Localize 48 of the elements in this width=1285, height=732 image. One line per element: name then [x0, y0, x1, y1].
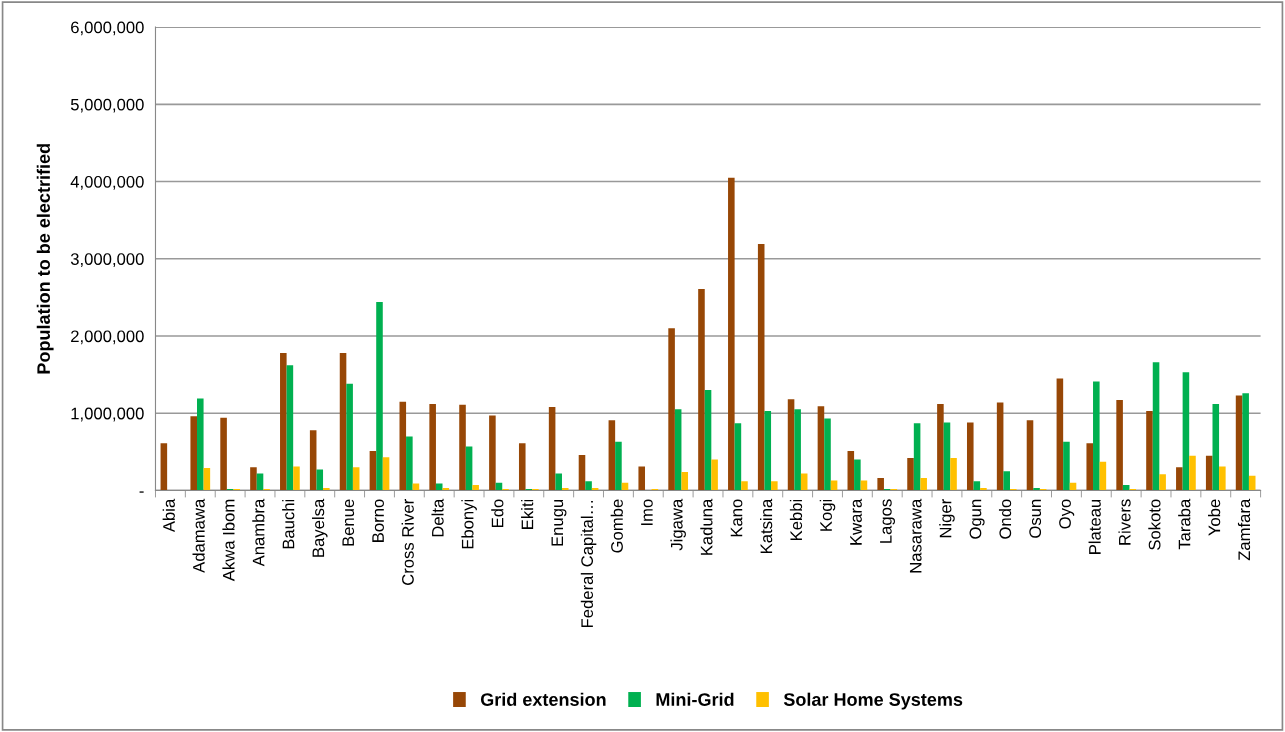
- x-tick-label: Akwa Ibom: [222, 499, 235, 582]
- x-tick-label: Niger: [939, 499, 955, 538]
- legend-label: Mini-Grid: [656, 692, 734, 706]
- x-tick-label: Ekiti: [521, 499, 534, 529]
- x-tick-label: Benue: [342, 499, 355, 546]
- x-tick-label: Oyo: [1059, 499, 1075, 529]
- y-tick-label: 2,000,000: [71, 330, 144, 345]
- y-tick-label: -: [139, 491, 144, 493]
- x-tick-label: Cross River: [401, 499, 414, 585]
- y-tick-label: 5,000,000: [70, 98, 144, 113]
- x-tick-label: Adamawa: [192, 498, 205, 573]
- x-tick-label: Enugu: [551, 499, 567, 546]
- x-tick-label: Jigawa: [670, 498, 686, 551]
- x-tick-label: Lagos: [880, 499, 896, 543]
- x-tick-label: Kwara: [850, 498, 862, 545]
- x-tick-label: Kebbi: [789, 499, 803, 541]
- y-tick-label: 3,000,000: [70, 253, 144, 267]
- x-tick-label: Plateau: [1088, 499, 1101, 554]
- x-tick-label: Federal Capital…: [580, 501, 597, 628]
- x-tick-label: Nasarawa: [909, 498, 922, 573]
- x-tick-label: Sokoto: [1148, 499, 1161, 550]
- legend-label: Solar Home Systems: [783, 692, 963, 710]
- x-tick-label: Bauchi: [282, 499, 295, 549]
- x-tick-label: Ebonyi: [461, 499, 477, 549]
- x-tick-label: Gombe: [610, 499, 623, 553]
- y-tick-label: 4,000,000: [70, 175, 144, 190]
- x-tick-label: Ogun: [969, 499, 985, 539]
- x-tick-label: Osun: [1029, 499, 1042, 538]
- x-tick-label: Borno: [372, 499, 384, 542]
- legend-label: Grid extension: [480, 692, 606, 706]
- x-tick-label: Kano: [730, 499, 743, 537]
- x-tick-label: Kaduna: [700, 498, 713, 555]
- x-tick-label: Kogi: [819, 499, 836, 531]
- x-tick-label: Yobe: [1208, 499, 1221, 536]
- x-tick-label: Rivers: [1118, 499, 1131, 545]
- y-axis-title: Population to be electrified: [36, 144, 54, 374]
- x-tick-label: Taraba: [1178, 498, 1191, 550]
- x-tick-label: Delta: [431, 498, 444, 537]
- x-tick-label: Imo: [641, 499, 653, 526]
- x-tick-label: Abia: [162, 498, 175, 533]
- x-tick-label: Zamfara: [1237, 498, 1251, 561]
- y-tick-label: 1,000,000: [71, 407, 144, 422]
- x-tick-label: Katsina: [760, 498, 773, 553]
- x-tick-label: Ondo: [998, 499, 1012, 539]
- y-tick-label: 6,000,000: [71, 21, 144, 36]
- x-tick-label: Anambra: [252, 498, 265, 567]
- x-tick-label: Bayelsa: [311, 498, 328, 557]
- x-tick-label: Edo: [491, 499, 504, 528]
